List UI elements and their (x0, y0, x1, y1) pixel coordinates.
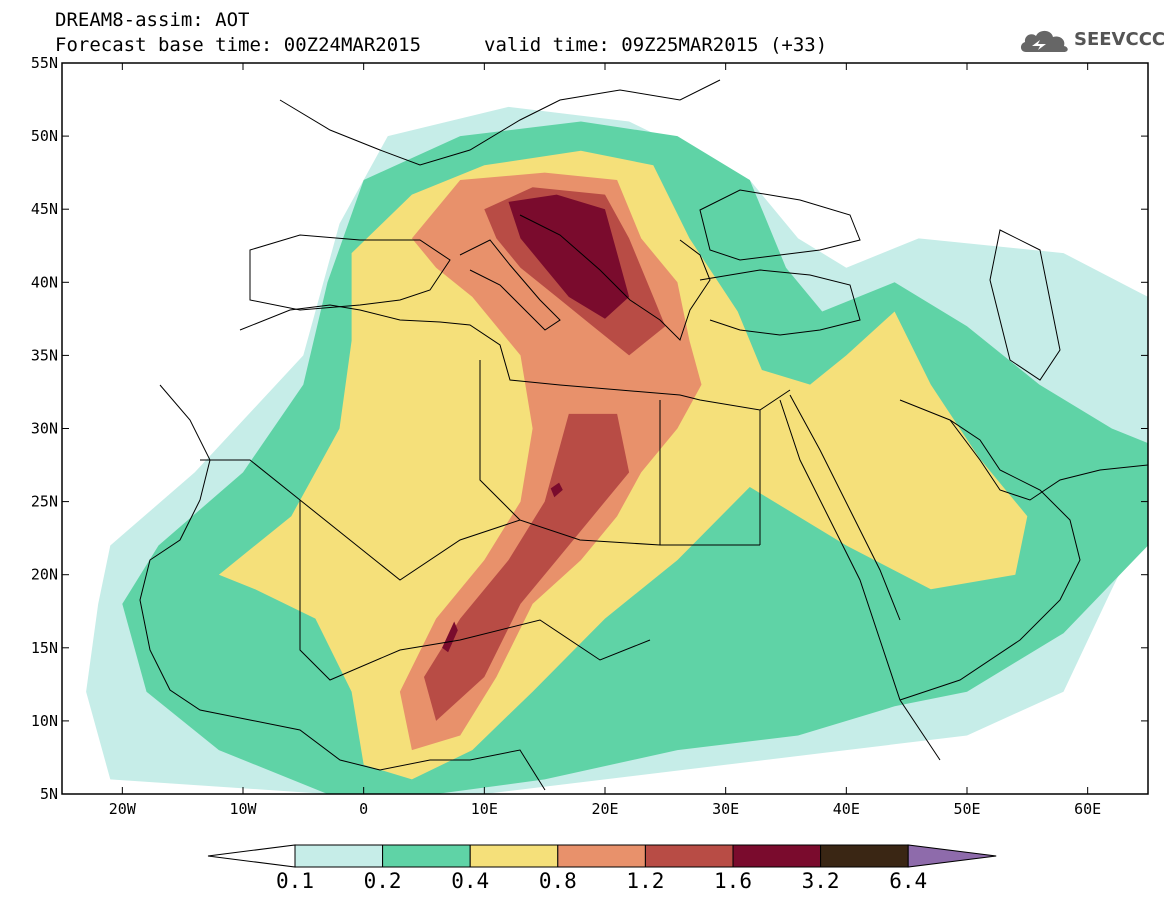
colorbar-segment (469, 844, 559, 868)
colorbar-label: 0.8 (539, 869, 577, 893)
logo-text: SEEVCCC (1074, 29, 1165, 50)
border-sahara-1 (200, 459, 760, 581)
colorbar-label: 0.4 (451, 869, 489, 893)
coastline-arabia (899, 399, 1081, 701)
aot-contour-1_6-7 (550, 482, 563, 498)
aot-contour-layer (86, 106, 1148, 794)
y-tick-label: 15N (31, 639, 58, 657)
coastline-west-africa (139, 384, 546, 791)
seevccc-logo: SEEVCCC (1018, 26, 1165, 56)
y-tick-label: 50N (31, 127, 58, 145)
border-sahara-2 (479, 360, 761, 545)
coastline-black-sea (699, 189, 861, 261)
y-tick-label: 40N (31, 273, 58, 291)
y-tick-label: 25N (31, 493, 58, 511)
y-tick-label: 55N (31, 54, 58, 72)
aot-contour-1_2-5 (424, 413, 630, 721)
colorbar-under-arrow (207, 844, 296, 868)
y-tick-label: 5N (40, 785, 58, 803)
y-tick-label: 45N (31, 200, 58, 218)
y-tick-label: 30N (31, 420, 58, 438)
colorbar-label: 0.1 (276, 869, 314, 893)
x-tick-label: 10W (229, 800, 257, 818)
coastline-turkey (699, 269, 861, 336)
colorbar-label: 1.6 (714, 869, 752, 893)
colorbar: 0.1 0.2 0.4 0.8 1.2 1.6 3.2 6.4 (207, 844, 997, 893)
coastline-italy (459, 239, 561, 331)
aot-contour-1_6-6 (508, 194, 630, 319)
colorbar-label: 6.4 (889, 869, 927, 893)
valid-time: valid time: 09Z25MAR2015 (+33) (484, 34, 828, 56)
coastlines-layer (139, 79, 1148, 791)
forecast-base-time: Forecast base time: 00Z24MAR2015 (55, 34, 422, 56)
coastline-iberia (249, 234, 451, 311)
y-tick-label: 35N (31, 346, 58, 364)
cloud-icon (1020, 30, 1068, 52)
x-tick-label: 20E (591, 800, 618, 818)
x-tick-label: 30E (712, 800, 739, 818)
coastline-caspian (989, 229, 1061, 381)
colorbar-segment (732, 844, 822, 868)
aot-contour-1_6-8 (442, 621, 458, 653)
colorbar-segment (644, 844, 734, 868)
y-tick-label: 20N (31, 566, 58, 584)
x-tick-label: 60E (1074, 800, 1101, 818)
x-tick-label: 50E (953, 800, 980, 818)
axes: 20W 10W 0 10E 20E 30E 40E 50E 60E 5N 10N 15N 20N 25N 3… (31, 54, 1149, 818)
colorbar-segment (382, 844, 471, 868)
colorbar-segment (294, 844, 384, 868)
colorbar-label: 0.2 (364, 869, 402, 893)
x-tick-label: 10E (471, 800, 498, 818)
coastline-north-europe (279, 79, 721, 166)
coastline-balkans-greece (519, 214, 711, 341)
colorbar-segment (557, 844, 646, 868)
colorbar-over-arrow (907, 844, 997, 868)
x-tick-label: 40E (833, 800, 860, 818)
colorbar-label: 3.2 (802, 869, 840, 893)
x-tick-label: 0 (359, 800, 368, 818)
map-title: DREAM8-assim: AOT (55, 9, 250, 31)
colorbar-label: 1.2 (626, 869, 664, 893)
x-tick-label: 20W (109, 800, 137, 818)
colorbar-segment (820, 844, 909, 868)
y-tick-label: 10N (31, 712, 58, 730)
coastline-gulf (949, 419, 1148, 501)
border-sahel (299, 500, 651, 681)
